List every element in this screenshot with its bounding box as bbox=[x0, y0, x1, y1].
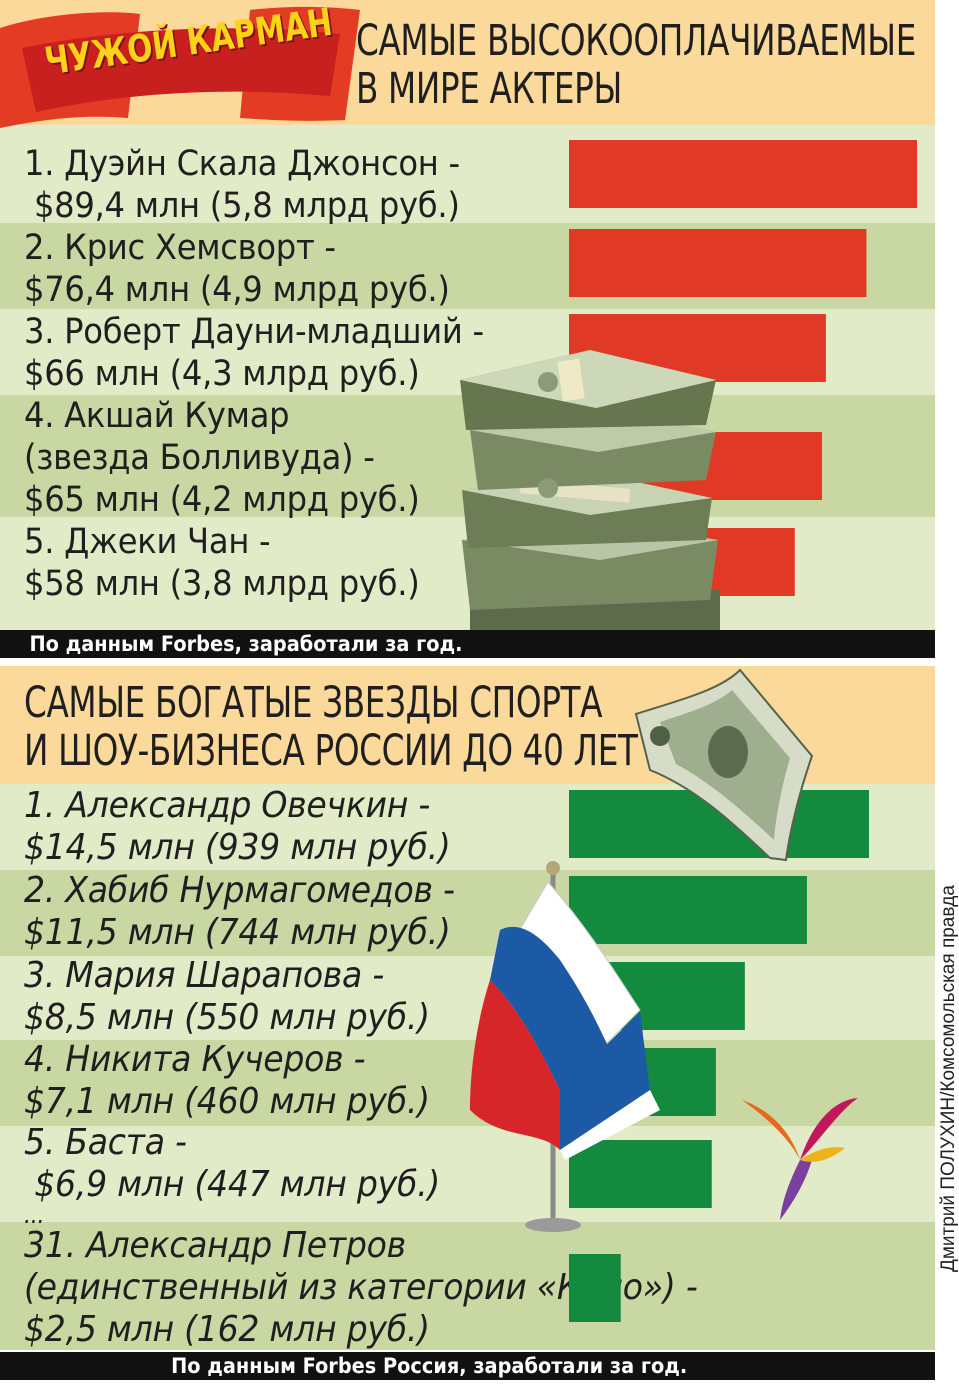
actor-4-line-3: $65 млн (4,2 млрд руб.) bbox=[24, 480, 420, 520]
sports-row-band bbox=[0, 1222, 935, 1350]
star-1-line-1: 1. Александр Овечкин - bbox=[24, 785, 431, 826]
sports-footnote-text: По данным Forbes Россия, заработали за г… bbox=[171, 1354, 688, 1378]
actor-4-line-1: 4. Акшай Кумар bbox=[24, 396, 290, 436]
actor-3-line-1: 3. Роберт Дауни-младший - bbox=[24, 312, 484, 352]
star-bar-2 bbox=[569, 876, 807, 944]
star-2-line-1: 2. Хабиб Нурмагомедов - bbox=[24, 870, 455, 911]
star-5-line-1: 5. Баста - bbox=[24, 1122, 187, 1163]
sports-row-band bbox=[0, 956, 935, 1040]
list-ellipsis: ... bbox=[24, 1201, 45, 1229]
actors-footnote-text: По данным Forbes, заработали за год. bbox=[29, 632, 463, 656]
star-31-line-1: 31. Александр Петров bbox=[24, 1225, 406, 1266]
actor-1-line-1: 1. Дуэйн Скала Джонсон - bbox=[24, 144, 460, 184]
star-4-line-1: 4. Никита Кучеров - bbox=[24, 1039, 366, 1080]
star-3-line-2: $8,5 млн (550 млн руб.) bbox=[24, 997, 430, 1038]
sports-row-band bbox=[0, 1040, 935, 1126]
actor-4-line-2: (звезда Болливуда) - bbox=[24, 438, 375, 478]
actor-bar-2 bbox=[569, 229, 867, 297]
photo-credit: Дмитрий ПОЛУХИН/Комсомольская правда bbox=[938, 885, 959, 1272]
actor-2-line-2: $76,4 млн (4,9 млрд руб.) bbox=[24, 270, 450, 310]
actor-1-line-2: $89,4 млн (5,8 млрд руб.) bbox=[24, 186, 460, 226]
actor-5-line-2: $58 млн (3,8 млрд руб.) bbox=[24, 564, 420, 604]
actors-title-line-2: В МИРЕ АКТЕРЫ bbox=[356, 64, 622, 114]
actor-2-line-1: 2. Крис Хемсворт - bbox=[24, 228, 336, 268]
sports-row-band bbox=[0, 1126, 935, 1222]
star-4-line-2: $7,1 млн (460 млн руб.) bbox=[24, 1081, 430, 1122]
star-bar-5 bbox=[569, 1140, 712, 1208]
star-bar-6 bbox=[569, 1254, 621, 1322]
star-31-line-3: $2,5 млн (162 млн руб.) bbox=[24, 1309, 430, 1350]
star-1-line-2: $14,5 млн (939 млн руб.) bbox=[24, 827, 451, 868]
actors-footnote: По данным Forbes, заработали за год. bbox=[0, 630, 935, 658]
badge-ribbon bbox=[0, 6, 360, 129]
actor-bar-1 bbox=[569, 140, 917, 208]
sports-title-line-1: САМЫЕ БОГАТЫЕ ЗВЕЗДЫ СПОРТА bbox=[24, 678, 603, 728]
sports-title-line-2: И ШОУ-БИЗНЕСА РОССИИ ДО 40 ЛЕТ bbox=[24, 726, 638, 776]
sports-footnote: По данным Forbes Россия, заработали за г… bbox=[0, 1352, 935, 1380]
star-5-line-2: $6,9 млн (447 млн руб.) bbox=[24, 1164, 441, 1205]
star-2-line-2: $11,5 млн (744 млн руб.) bbox=[24, 912, 451, 953]
actors-title-line-1: САМЫЕ ВЫСОКООПЛАЧИВАЕМЫЕ bbox=[356, 16, 917, 66]
actor-3-line-2: $66 млн (4,3 млрд руб.) bbox=[24, 354, 420, 394]
actor-5-line-1: 5. Джеки Чан - bbox=[24, 522, 271, 562]
star-3-line-1: 3. Мария Шарапова - bbox=[24, 955, 385, 996]
